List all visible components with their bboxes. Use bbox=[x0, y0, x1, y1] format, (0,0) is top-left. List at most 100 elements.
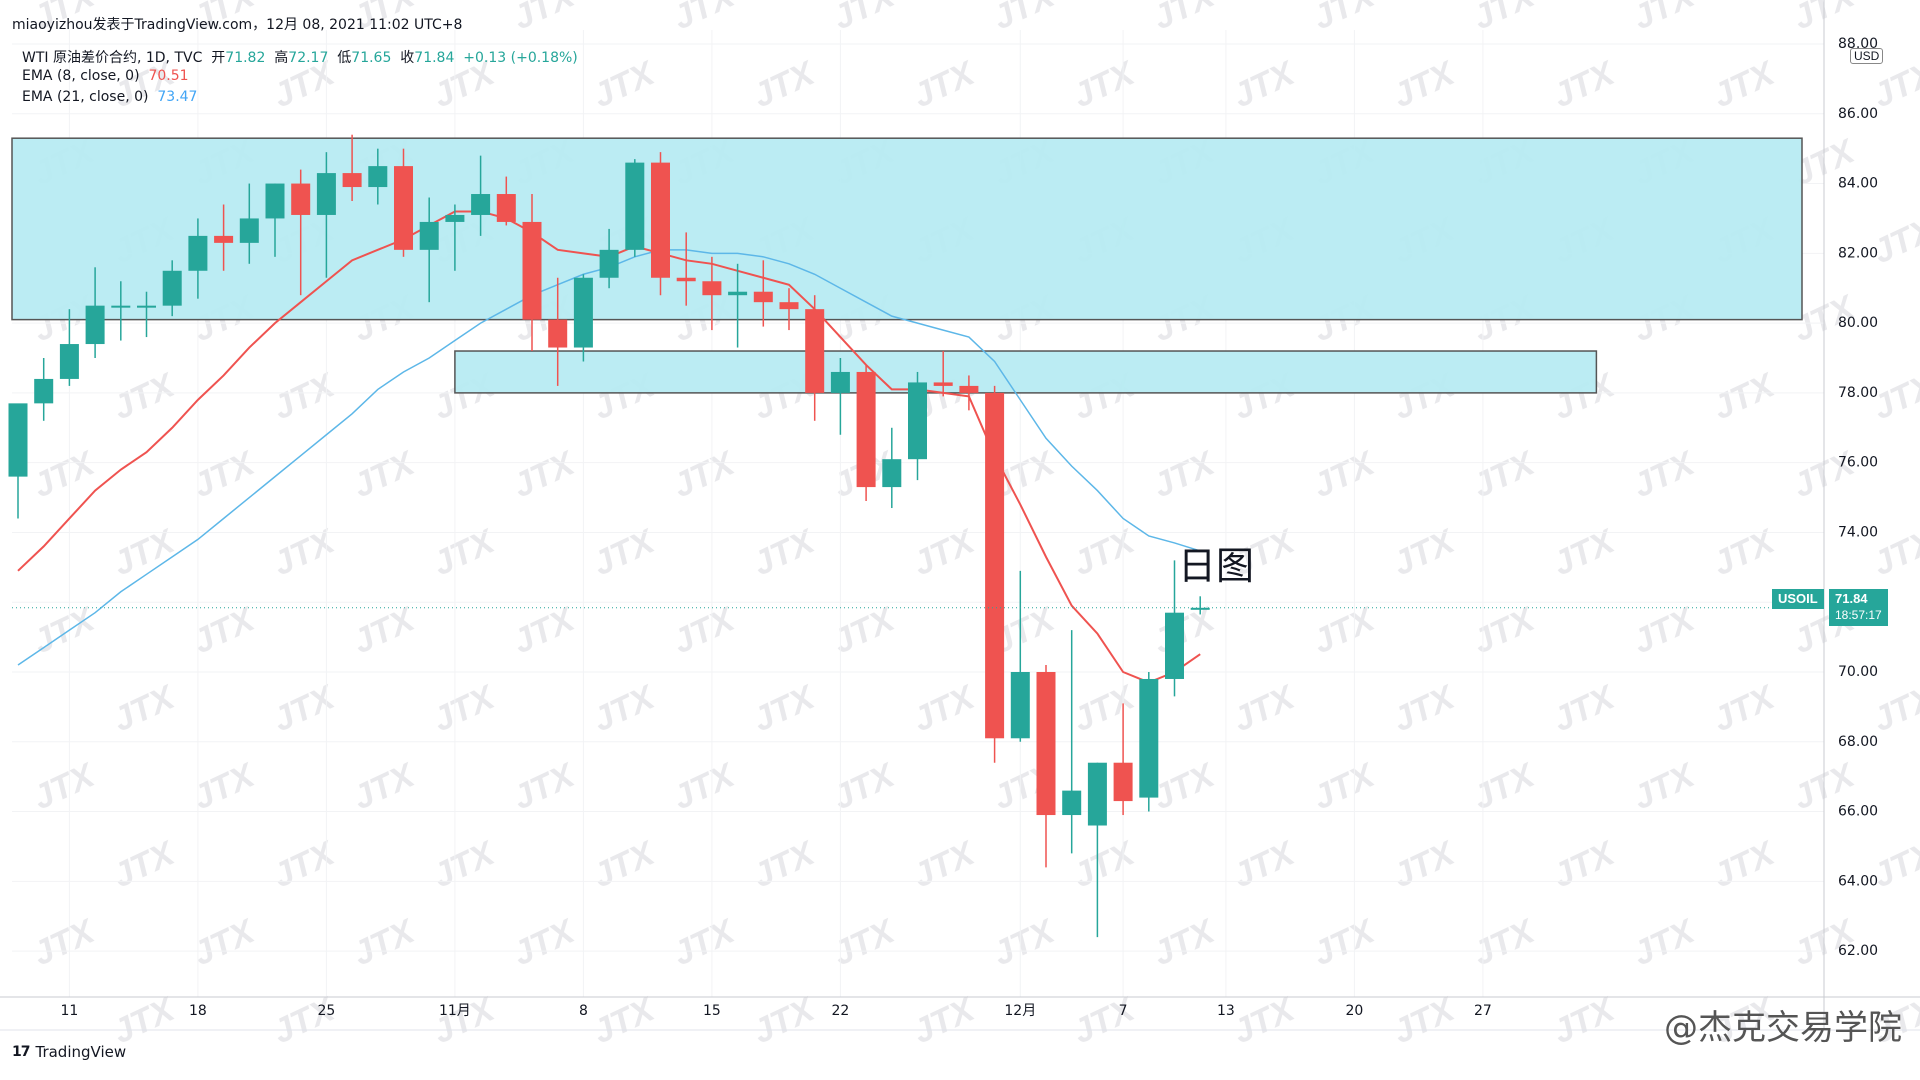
y-tick-label: 80.00 bbox=[1838, 315, 1878, 331]
watermark-text: JTX bbox=[507, 599, 582, 661]
ohlc-low-value: 71.65 bbox=[351, 50, 392, 66]
watermark-text: JTX bbox=[267, 677, 342, 739]
publish-caption: miaoyizhou发表于TradingView.com，12月 08, 202… bbox=[12, 17, 463, 33]
candle bbox=[291, 169, 311, 296]
axis-layer: 88.0086.0084.0082.0080.0078.0076.0074.00… bbox=[0, 0, 1920, 1031]
candle bbox=[419, 197, 439, 303]
watermark-text: JTX bbox=[747, 521, 822, 583]
candle bbox=[599, 228, 619, 289]
candles-layer bbox=[8, 134, 1210, 938]
candle-body bbox=[8, 403, 28, 477]
watermark-text: JTX bbox=[1627, 443, 1702, 505]
watermark-text: JTX bbox=[427, 833, 502, 895]
watermark-text: JTX bbox=[1467, 599, 1542, 661]
ohlc-open-value: 71.82 bbox=[225, 50, 266, 66]
ema21-value: 73.47 bbox=[157, 89, 198, 105]
candle bbox=[394, 148, 413, 257]
candle-body bbox=[573, 277, 593, 348]
watermark-text: JTX bbox=[107, 833, 182, 895]
symbol-line: WTI 原油差价合约, 1D, TVC bbox=[22, 50, 203, 66]
candle bbox=[1087, 762, 1107, 938]
watermark-text: JTX bbox=[107, 989, 182, 1051]
watermark-text: JTX bbox=[987, 911, 1062, 973]
watermark-text: JTX bbox=[1547, 521, 1622, 583]
candle-body bbox=[445, 214, 465, 222]
watermark-text: JTX bbox=[427, 521, 502, 583]
watermark-text: JTX bbox=[667, 755, 742, 817]
watermark-text: JTX bbox=[1627, 0, 1702, 37]
y-tick-label: 66.00 bbox=[1838, 804, 1878, 820]
candle bbox=[8, 403, 28, 519]
candle bbox=[111, 281, 131, 341]
x-tick-label: 27 bbox=[1474, 1003, 1492, 1019]
symbol-price-tag: USOIL bbox=[1772, 589, 1824, 609]
candle bbox=[137, 291, 156, 338]
x-tick-label: 13 bbox=[1217, 1003, 1235, 1019]
ohlc-close-label: 收 bbox=[400, 50, 415, 66]
y-tick-label: 70.00 bbox=[1838, 664, 1878, 680]
tradingview-name: TradingView bbox=[35, 1043, 127, 1061]
tradingview-brand[interactable]: 17 TradingView bbox=[12, 1043, 126, 1061]
candle bbox=[1010, 570, 1030, 742]
candle bbox=[728, 263, 748, 348]
watermark-text: JTX bbox=[1067, 989, 1142, 1051]
ema8-value: 70.51 bbox=[148, 68, 189, 84]
currency-button[interactable]: USD bbox=[1850, 48, 1884, 64]
watermark-text: JTX bbox=[267, 989, 342, 1051]
watermark-text: JTX bbox=[507, 0, 582, 37]
candle-body bbox=[188, 235, 208, 271]
watermark-text: JTX bbox=[1147, 911, 1222, 973]
watermark-text: JTX bbox=[1387, 833, 1462, 895]
candle bbox=[1062, 630, 1082, 854]
candle bbox=[985, 385, 1005, 763]
candle bbox=[59, 309, 79, 386]
x-tick-label: 11 bbox=[60, 1003, 78, 1019]
watermark-text: JTX bbox=[1147, 755, 1222, 817]
candle-body bbox=[1087, 762, 1107, 826]
candle-body bbox=[137, 305, 156, 308]
ohlc-low-label: 低 bbox=[337, 50, 352, 66]
candle bbox=[753, 260, 773, 327]
y-tick-label: 76.00 bbox=[1838, 455, 1878, 471]
y-tick-label: 78.00 bbox=[1838, 385, 1878, 401]
candle bbox=[933, 351, 953, 397]
watermark-text: JTX bbox=[1547, 989, 1622, 1051]
candle bbox=[856, 364, 876, 502]
candle-body bbox=[779, 302, 799, 310]
candle bbox=[162, 260, 182, 317]
candle bbox=[522, 194, 542, 352]
watermark-text: JTX bbox=[1467, 443, 1542, 505]
candle-body bbox=[111, 305, 131, 308]
watermark-text: JTX bbox=[907, 989, 982, 1051]
watermark-text: JTX bbox=[1307, 443, 1382, 505]
watermark-text: JTX bbox=[347, 755, 422, 817]
watermark-text: JTX bbox=[267, 365, 342, 427]
y-tick-label: 64.00 bbox=[1838, 873, 1878, 889]
candle-body bbox=[342, 173, 362, 188]
candle-body bbox=[625, 162, 645, 250]
ohlc-close-value: 71.84 bbox=[414, 50, 455, 66]
watermark-text: JTX bbox=[1227, 53, 1302, 115]
ema21-legend[interactable]: EMA (21, close, 0) 73.47 bbox=[22, 89, 197, 105]
ema8-legend[interactable]: EMA (8, close, 0) 70.51 bbox=[22, 68, 189, 84]
candle-body bbox=[471, 194, 491, 215]
x-tick-label: 20 bbox=[1345, 1003, 1363, 1019]
watermark-text: JTX bbox=[1387, 53, 1462, 115]
watermark-text: JTX bbox=[1227, 989, 1302, 1051]
watermark-text: JTX bbox=[1067, 833, 1142, 895]
candle bbox=[342, 134, 362, 201]
last-price-value: 71.84 bbox=[1835, 591, 1868, 606]
y-tick-label: 68.00 bbox=[1838, 734, 1878, 750]
candle-body bbox=[214, 235, 234, 243]
candle bbox=[265, 183, 285, 257]
watermark-text: JTX bbox=[1467, 0, 1542, 37]
watermark-text: JTX bbox=[667, 599, 742, 661]
watermark-text: JTX bbox=[1067, 53, 1142, 115]
candle bbox=[85, 267, 105, 358]
watermark-text: JTX bbox=[267, 521, 342, 583]
candle-body bbox=[522, 221, 542, 320]
watermark-text: JTX bbox=[427, 677, 502, 739]
candle bbox=[779, 288, 799, 331]
watermark-text: JTX bbox=[1707, 521, 1782, 583]
